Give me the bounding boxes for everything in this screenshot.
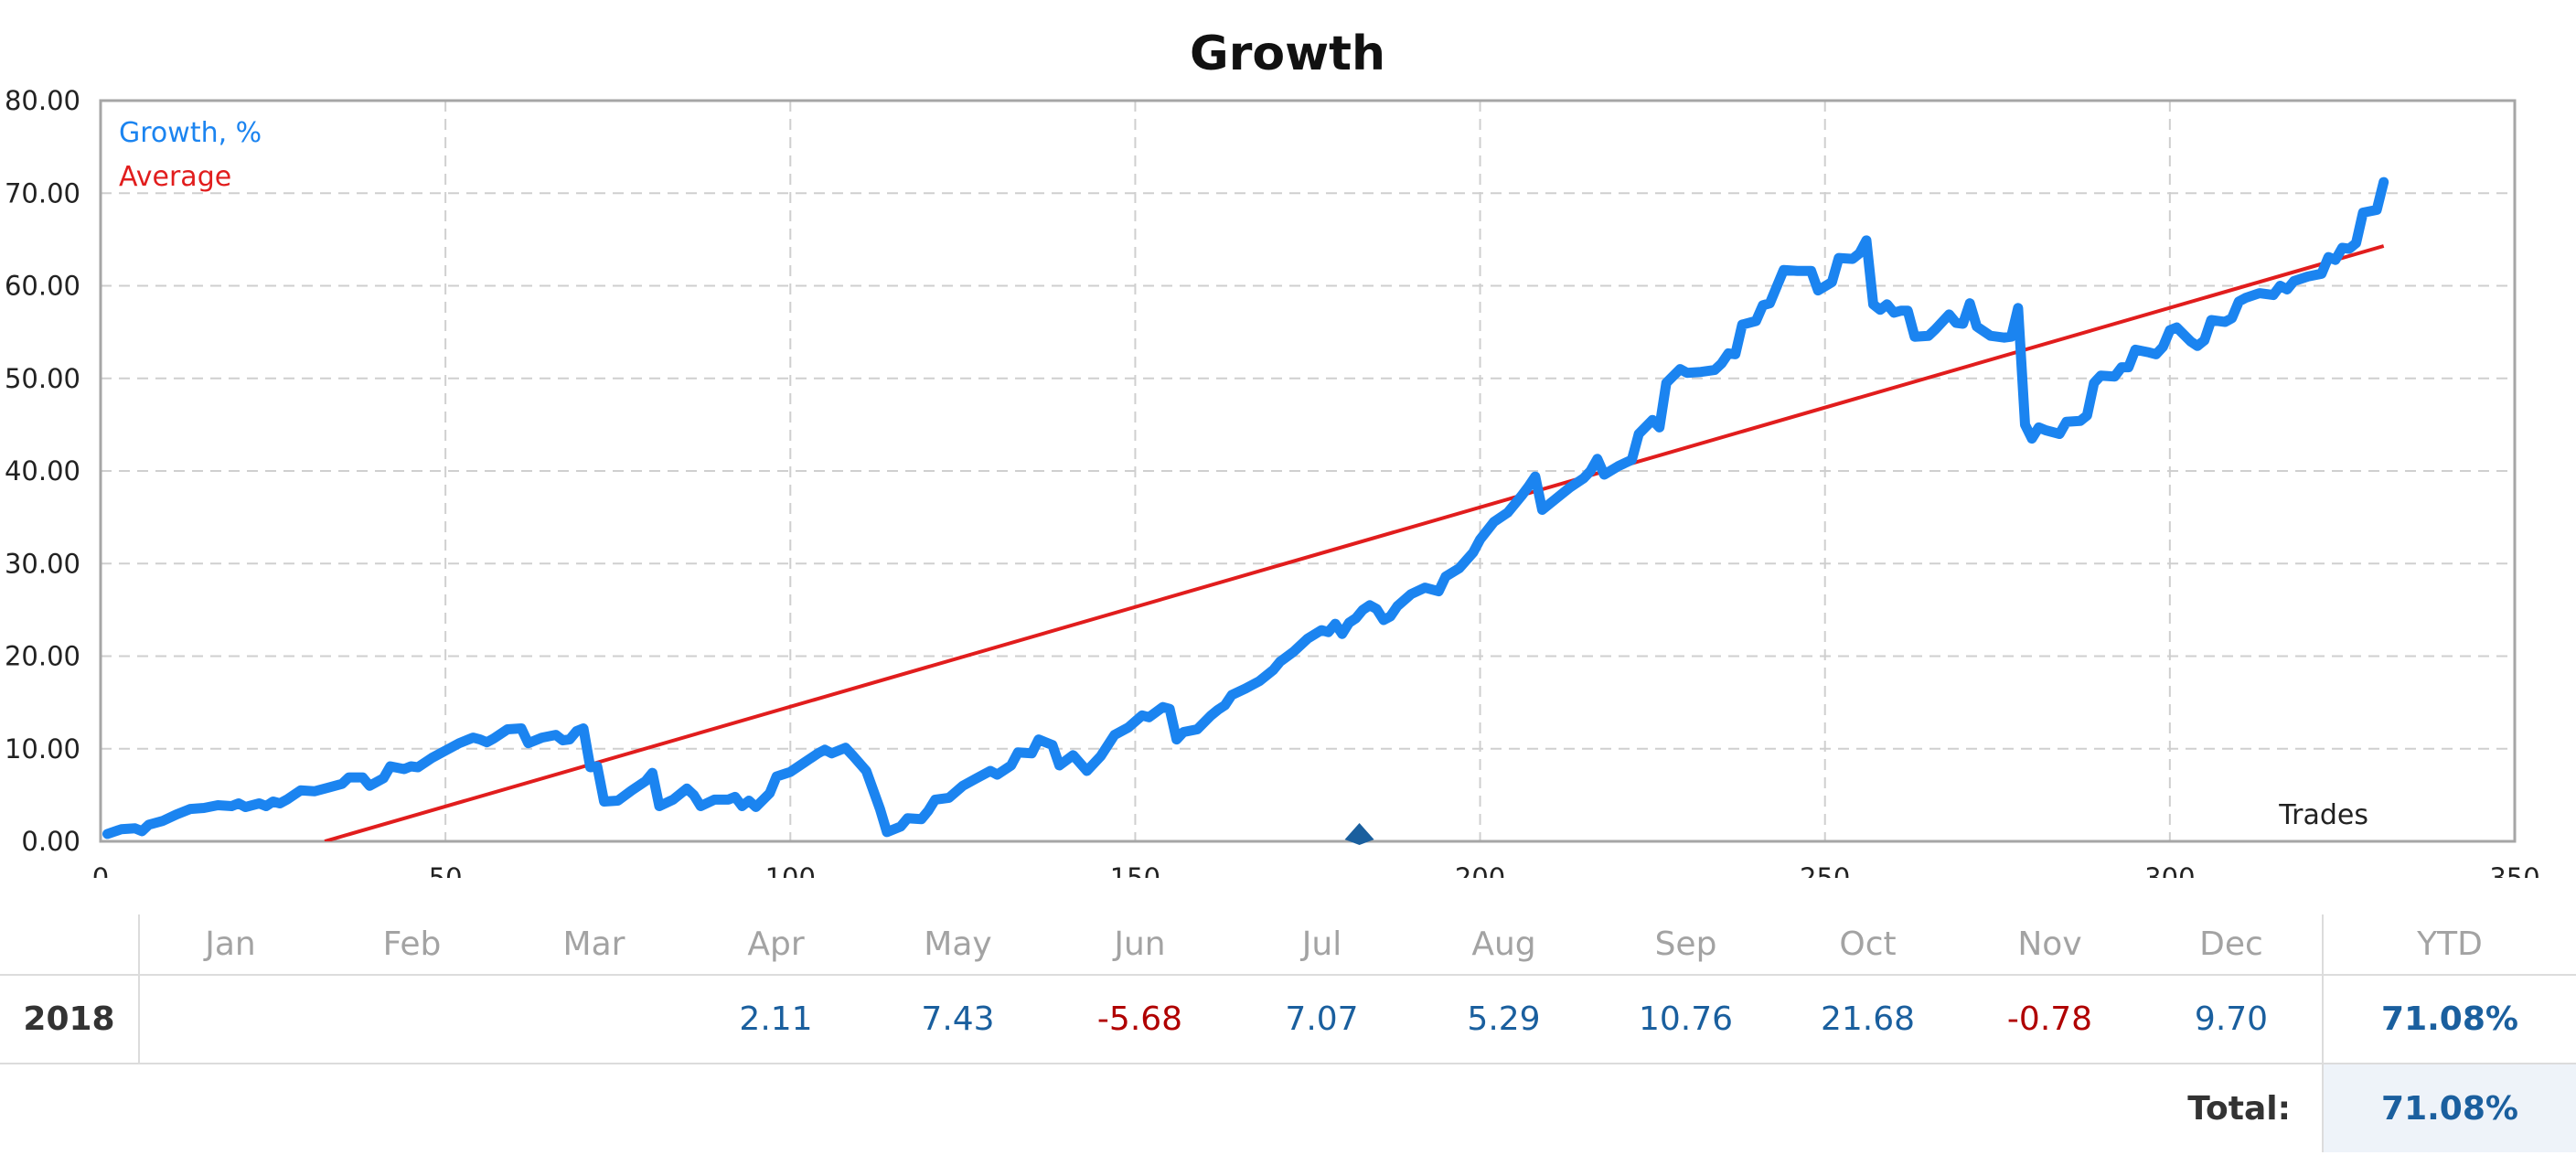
month-value — [139, 975, 321, 1064]
month-header: Oct — [1777, 914, 1959, 976]
month-header: Nov — [1959, 914, 2141, 976]
legend-growth: Growth, % — [119, 117, 262, 149]
x-axis-label: Trades — [2278, 799, 2368, 831]
ytd-value: 71.08% — [2322, 975, 2576, 1064]
month-header: Jan — [139, 914, 321, 976]
y-tick-label: 40.00 — [5, 455, 80, 487]
x-tick-label: 200 — [1455, 862, 1505, 878]
month-header: Jul — [1231, 914, 1413, 976]
chart-title: Growth — [1190, 27, 1385, 81]
months-header-row: Jan Feb Mar Apr May Jun Jul Aug Sep Oct … — [0, 914, 2576, 976]
month-header: Sep — [1595, 914, 1777, 976]
header-corner — [0, 914, 140, 976]
total-label: Total: — [2187, 1089, 2291, 1128]
month-value: 2.11 — [685, 975, 867, 1064]
x-tick-label: 250 — [1800, 862, 1850, 878]
x-tick-label: 0 — [92, 862, 109, 878]
month-value: 7.07 — [1231, 975, 1413, 1064]
year-cell: 2018 — [0, 975, 140, 1064]
y-tick-label: 20.00 — [5, 641, 80, 672]
month-value: -5.68 — [1049, 975, 1231, 1064]
y-tick-label: 60.00 — [5, 271, 80, 302]
growth-line — [102, 176, 2389, 840]
month-value — [321, 975, 503, 1064]
x-tick-label: 50 — [429, 862, 463, 878]
total-value: 71.08% — [2322, 1064, 2576, 1152]
growth-chart-svg: Growth 0.00 10.00 20.00 30.00 40.00 50.00 60.0… — [5, 27, 2540, 878]
month-value: 10.76 — [1595, 975, 1777, 1064]
month-header: Mar — [503, 914, 685, 976]
y-tick-label: 70.00 — [5, 177, 80, 209]
y-tick-label: 30.00 — [5, 548, 80, 579]
month-header: May — [867, 914, 1049, 976]
legend-average: Average — [119, 161, 231, 193]
y-tick-label: 10.00 — [5, 733, 80, 765]
table-row: 2018 2.11 7.43 -5.68 7.07 5.29 10.76 21.… — [0, 975, 2576, 1064]
total-row: Total: 71.08% — [0, 1064, 2576, 1152]
ytd-header: YTD — [2322, 914, 2576, 976]
y-tick-label: 0.00 — [21, 826, 80, 857]
month-value — [503, 975, 685, 1064]
growth-chart: Growth 0.00 10.00 20.00 30.00 40.00 50.00 60.0… — [5, 27, 2540, 878]
event-marker-icon — [1344, 823, 1374, 845]
month-header: Aug — [1413, 914, 1595, 976]
y-tick-label: 80.00 — [5, 85, 80, 116]
month-value: 7.43 — [867, 975, 1049, 1064]
x-tick-label: 300 — [2144, 862, 2195, 878]
month-value: -0.78 — [1959, 975, 2141, 1064]
average-line — [324, 244, 2385, 841]
x-tick-label: 350 — [2489, 862, 2539, 878]
month-value: 21.68 — [1777, 975, 1959, 1064]
month-header: Jun — [1049, 914, 1231, 976]
month-header: Feb — [321, 914, 503, 976]
month-header: Dec — [2141, 914, 2323, 976]
x-tick-label: 150 — [1110, 862, 1160, 878]
plot-frame — [99, 99, 2517, 843]
month-value: 5.29 — [1413, 975, 1595, 1064]
month-value: 9.70 — [2141, 975, 2323, 1064]
y-tick-label: 50.00 — [5, 363, 80, 394]
monthly-returns-table: Jan Feb Mar Apr May Jun Jul Aug Sep Oct … — [0, 914, 2576, 1155]
month-header: Apr — [685, 914, 867, 976]
x-tick-label: 100 — [765, 862, 816, 878]
